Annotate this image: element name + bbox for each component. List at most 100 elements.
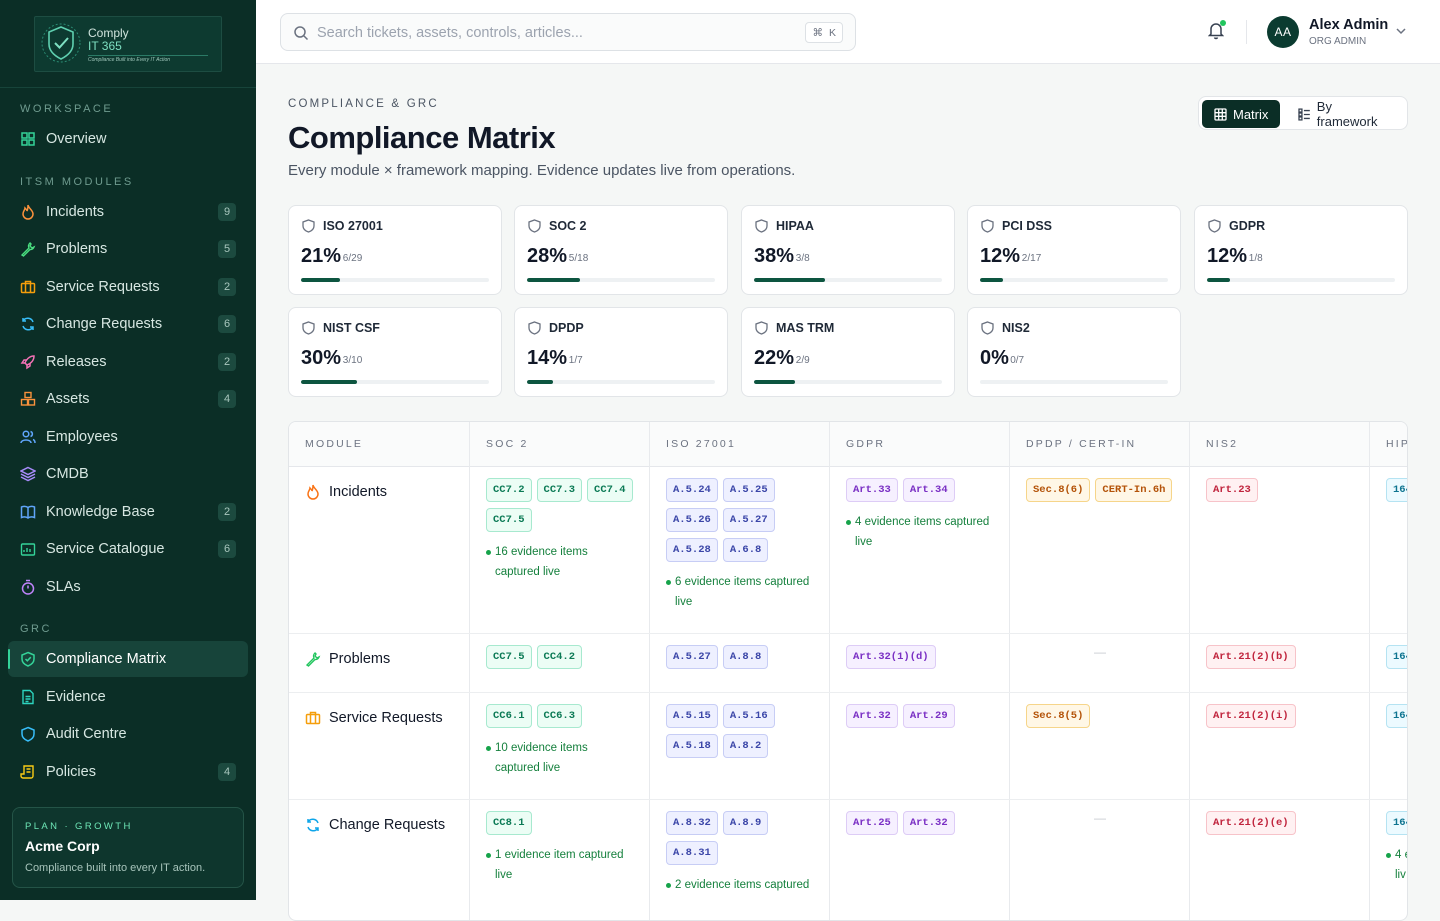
control-chip[interactable]: 164: [1386, 478, 1407, 502]
control-chip[interactable]: A.5.27: [722, 508, 775, 532]
sidebar-item-audit-centre[interactable]: Audit Centre: [8, 716, 248, 752]
nis-controls: Art.21(2)(i): [1206, 704, 1356, 728]
control-chip[interactable]: Art.32: [846, 704, 898, 728]
framework-card[interactable]: SOC 2 28% 5/18: [514, 205, 728, 295]
control-chip[interactable]: A.5.18: [666, 734, 718, 758]
control-chip[interactable]: A.8.2: [722, 734, 769, 758]
brand-logo[interactable]: Comply IT 365 Compliance Built into Ever…: [34, 15, 222, 72]
evidence-note[interactable]: 6 evidence items captured live: [666, 572, 821, 612]
framework-card[interactable]: PCI DSS 12% 2/17: [967, 205, 1181, 295]
column-header[interactable]: NIS2: [1190, 422, 1370, 467]
control-chip[interactable]: Art.21(2)(i): [1206, 704, 1296, 728]
evidence-note[interactable]: 10 evidence items captured live: [486, 738, 636, 778]
table-row-incidents[interactable]: Incidents: [305, 484, 387, 500]
progress-bar: [980, 380, 1168, 384]
table-row-problems[interactable]: Problems: [305, 651, 390, 667]
control-chip[interactable]: A.5.16: [722, 704, 775, 728]
control-chip[interactable]: Sec.8(6): [1026, 478, 1091, 502]
control-chip[interactable]: Art.29: [902, 704, 955, 728]
control-chip[interactable]: A.8.31: [666, 841, 718, 865]
column-header[interactable]: ISO 27001: [650, 422, 830, 467]
sidebar-item-incidents[interactable]: Incidents 9: [8, 194, 248, 230]
org-name: Acme Corp: [25, 838, 100, 854]
column-header[interactable]: HIP: [1370, 422, 1407, 467]
control-chip[interactable]: A.5.24: [666, 478, 718, 502]
framework-card[interactable]: MAS TRM 22% 2/9: [741, 307, 955, 397]
column-header[interactable]: SOC 2: [470, 422, 650, 467]
sidebar-item-service-requests[interactable]: Service Requests 2: [8, 269, 248, 305]
sidebar-item-cmdb[interactable]: CMDB: [8, 456, 248, 492]
evidence-note[interactable]: 16 evidence items captured live: [486, 542, 636, 582]
control-chip[interactable]: Art.23: [1206, 478, 1258, 502]
control-chip[interactable]: A.8.9: [722, 811, 769, 835]
framework-card[interactable]: GDPR 12% 1/8: [1194, 205, 1408, 295]
sidebar-item-change-requests[interactable]: Change Requests 6: [8, 306, 248, 342]
evidence-note[interactable]: 1 evidence item captured live: [486, 845, 636, 885]
control-chip[interactable]: CC7.3: [536, 478, 583, 502]
control-chip[interactable]: 164: [1386, 645, 1407, 669]
sidebar-item-policies[interactable]: Policies 4: [8, 754, 248, 790]
control-chip[interactable]: CC7.5: [486, 645, 532, 669]
sidebar-item-compliance-matrix[interactable]: Compliance Matrix: [8, 641, 248, 677]
by-framework-view-button[interactable]: By framework: [1286, 99, 1407, 129]
search-bar[interactable]: ⌘ K: [280, 13, 856, 51]
nis-controls: Art.21(2)(b): [1206, 645, 1356, 669]
control-chip[interactable]: Sec.8(5): [1026, 704, 1091, 728]
control-chip[interactable]: A.8.32: [666, 811, 718, 835]
search-input[interactable]: [317, 22, 777, 44]
control-chip[interactable]: A.5.27: [666, 645, 718, 669]
framework-card[interactable]: NIS2 0% 0/7: [967, 307, 1181, 397]
sidebar-item-knowledge-base[interactable]: Knowledge Base 2: [8, 494, 248, 530]
user-name[interactable]: Alex Admin: [1309, 17, 1389, 33]
control-chip[interactable]: Art.32(1)(d): [846, 645, 936, 669]
control-chip[interactable]: A.5.25: [722, 478, 775, 502]
control-chip[interactable]: Art.32: [902, 811, 955, 835]
control-chip[interactable]: Art.33: [846, 478, 898, 502]
table-row-service-requests[interactable]: Service Requests: [305, 710, 443, 726]
control-chip[interactable]: Art.21(2)(b): [1206, 645, 1296, 669]
sidebar-item-evidence[interactable]: Evidence: [8, 679, 248, 715]
control-chip[interactable]: Art.25: [846, 811, 898, 835]
column-header[interactable]: GDPR: [830, 422, 1010, 467]
framework-card[interactable]: DPDP 14% 1/7: [514, 307, 728, 397]
control-chip[interactable]: CC7.2: [486, 478, 532, 502]
control-chip[interactable]: A.5.15: [666, 704, 718, 728]
progress-fill: [301, 278, 341, 282]
control-chip[interactable]: CC6.1: [486, 704, 532, 728]
control-chip[interactable]: CC7.5: [486, 508, 532, 532]
avatar[interactable]: AA: [1267, 16, 1299, 48]
control-chip[interactable]: Art.21(2)(e): [1206, 811, 1296, 835]
framework-card[interactable]: NIST CSF 30% 3/10: [288, 307, 502, 397]
chevron-down-icon[interactable]: [1396, 27, 1406, 35]
control-chip[interactable]: CERT-In.6h: [1095, 478, 1173, 502]
control-chip[interactable]: CC8.1: [486, 811, 532, 835]
progress-bar: [527, 380, 715, 384]
sidebar-item-overview[interactable]: Overview: [8, 121, 248, 157]
table-row-change-requests[interactable]: Change Requests: [305, 817, 445, 833]
control-chip[interactable]: Art.34: [902, 478, 955, 502]
sidebar-item-problems[interactable]: Problems 5: [8, 231, 248, 267]
control-chip[interactable]: A.8.8: [722, 645, 769, 669]
evidence-note[interactable]: 4 e liv: [1386, 845, 1407, 885]
control-chip[interactable]: A.5.28: [666, 538, 718, 562]
notifications-button[interactable]: [1207, 20, 1226, 45]
control-chip[interactable]: 164: [1386, 704, 1407, 728]
evidence-note[interactable]: 4 evidence items captured live: [846, 512, 996, 552]
sidebar-item-employees[interactable]: Employees: [8, 419, 248, 455]
sidebar-item-service-catalogue[interactable]: Service Catalogue 6: [8, 531, 248, 567]
control-chip[interactable]: A.6.8: [722, 538, 769, 562]
control-chip[interactable]: A.5.26: [666, 508, 718, 532]
evidence-note[interactable]: 2 evidence items captured: [666, 875, 821, 895]
plan-card[interactable]: PLAN · GROWTH Acme Corp Compliance built…: [12, 807, 244, 888]
control-chip[interactable]: CC4.2: [536, 645, 583, 669]
sidebar-item-assets[interactable]: Assets 4: [8, 381, 248, 417]
sidebar-item-releases[interactable]: Releases 2: [8, 344, 248, 380]
control-chip[interactable]: 164: [1386, 811, 1407, 835]
control-chip[interactable]: CC7.4: [587, 478, 633, 502]
control-chip[interactable]: CC6.3: [536, 704, 583, 728]
column-header[interactable]: DPDP / CERT-IN: [1010, 422, 1190, 467]
matrix-view-button[interactable]: Matrix: [1202, 100, 1281, 128]
sidebar-item-slas[interactable]: SLAs: [8, 569, 248, 605]
framework-card[interactable]: ISO 27001 21% 6/29: [288, 205, 502, 295]
framework-card[interactable]: HIPAA 38% 3/8: [741, 205, 955, 295]
